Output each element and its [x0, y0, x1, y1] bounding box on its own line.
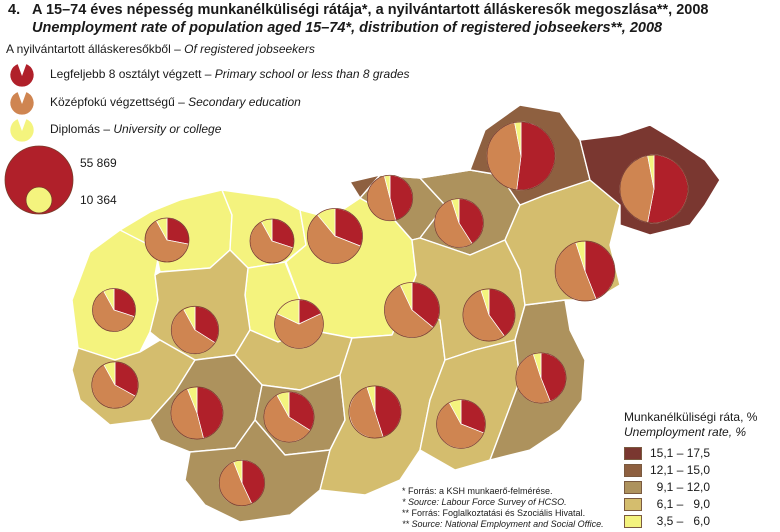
rate-swatch-5 [624, 514, 642, 528]
legend-item-university: Diplomás – University or college [50, 122, 221, 136]
rate-class-1: 15,1 – 17,5 [624, 446, 740, 460]
chart-title: 4. A 15–74 éves népesség munkanélküliségi… [8, 2, 709, 18]
rate-class-2: 12,1 – 15,0 [624, 463, 740, 477]
legend-swatch-primary [9, 63, 35, 88]
pie-pest [307, 208, 363, 264]
pie-outline-veszprem [170, 305, 220, 355]
pie-baranya [348, 385, 402, 439]
figure-number: 4. [8, 2, 21, 18]
pie-legend-heading-en: Of registered jobseekers [184, 42, 315, 56]
rate-swatch-4 [624, 497, 642, 511]
pie-budapest [274, 299, 324, 349]
pie-outline-budapest [274, 299, 324, 349]
pie-csongrad [436, 399, 486, 449]
pie-layer [91, 121, 689, 507]
pie-szabolcs [619, 154, 689, 224]
pie-somogy [170, 386, 224, 440]
pie-outline-jasz [462, 288, 516, 342]
pie-legend-heading: A nyilvántartott álláskeresőkből – Of re… [6, 42, 315, 56]
legend-item-secondary: Középfokú végzettségű – Secondary educat… [50, 95, 301, 109]
legend-item-primary: Legfeljebb 8 osztályt végzett – Primary … [50, 67, 410, 81]
rate-legend-title: Munkanélküliségi ráta, % Unemployment rat… [624, 410, 757, 440]
note-4: ** Source: National Employment and Socia… [402, 519, 604, 529]
rate-label-1: 15,1 – 17,5 [650, 446, 711, 460]
rate-swatch-1 [624, 446, 642, 460]
pie-gyor [144, 217, 190, 263]
size-legend-min-circle [25, 186, 53, 214]
pie-outline-borsod [486, 121, 556, 191]
legend-item-university-en: University or college [113, 122, 222, 136]
pie-outline-csongrad [436, 399, 486, 449]
rate-label-3: 9,1 – 12,0 [650, 480, 711, 494]
pie-legend-swatches [4, 63, 74, 215]
note-1: * Forrás: a KSH munkaerő-felmérése. [402, 486, 553, 496]
county-layer [71, 104, 721, 523]
source-notes: * Forrás: a KSH munkaerő-felmérése. * So… [402, 486, 604, 530]
note-2: * Source: Labour Force Survey of HCSO. [402, 497, 567, 507]
pie-fejer [263, 391, 315, 443]
rate-class-4: 6,1 – 9,0 [624, 497, 740, 511]
pie-hajdu [554, 240, 616, 302]
pie-outline-bekes [515, 352, 567, 404]
note-3: ** Forrás: Foglalkoztatási és Szociális … [402, 508, 586, 518]
pie-outline-nograd [366, 174, 414, 222]
legend-item-secondary-hu: Középfokú végzettségű – [50, 95, 189, 109]
pie-borsod [486, 121, 556, 191]
legend-swatch-university-fill [9, 118, 35, 143]
pie-outline-hajdu [554, 240, 616, 302]
pie-outline-szabolcs [619, 154, 689, 224]
pie-vas [92, 288, 136, 332]
size-legend-max-circle [4, 145, 74, 215]
pie-outline-pest [307, 208, 363, 264]
pie-nograd [366, 174, 414, 222]
size-legend-min-label: 10 364 [80, 193, 117, 207]
rate-swatch-2 [624, 463, 642, 477]
legend-item-primary-hu: Legfeljebb 8 osztályt végzett – [50, 67, 215, 81]
rate-class-5: 3,5 – 6,0 [624, 514, 740, 528]
legend-swatch-secondary [9, 91, 35, 116]
pie-outline-bacs [384, 282, 440, 338]
pie-outline-tolna [218, 459, 266, 507]
legend-item-primary-en: Primary school or less than 8 grades [214, 67, 410, 81]
legend-swatch-secondary-fill [9, 91, 35, 116]
pie-outline-vas [92, 288, 136, 332]
pie-outline-zala [91, 361, 139, 409]
rate-class-3: 9,1 – 12,0 [624, 480, 740, 494]
pie-zala [91, 361, 139, 409]
pie-heves [434, 198, 484, 248]
pie-bacs [384, 282, 440, 338]
rate-label-5: 3,5 – 6,0 [650, 514, 711, 528]
rate-label-2: 12,1 – 15,0 [650, 463, 711, 477]
pie-bekes [515, 352, 567, 404]
rate-swatch-3 [624, 480, 642, 494]
legend-item-university-hu: Diplomás – [50, 122, 114, 136]
legend-item-secondary-en: Secondary education [188, 95, 301, 109]
pie-outline-gyor [144, 217, 190, 263]
rate-legend-title-en: Unemployment rate, % [624, 425, 747, 439]
pie-outline-baranya [348, 385, 402, 439]
pie-veszprem [170, 305, 220, 355]
pie-legend-heading-hu: A nyilvántartott álláskeresőkből – [6, 42, 185, 56]
pie-outline-komarom [249, 218, 295, 264]
title-hungarian: A 15–74 éves népesség munkanélküliségi r… [32, 2, 709, 18]
pie-jasz [462, 288, 516, 342]
rate-legend-title-hu: Munkanélküliségi ráta, % [624, 410, 758, 424]
legend-swatch-university [9, 118, 35, 143]
pie-outline-heves [434, 198, 484, 248]
pie-komarom [249, 218, 295, 264]
rate-label-4: 6,1 – 9,0 [650, 497, 711, 511]
pie-outline-fejer [263, 391, 315, 443]
title-english: Unemployment rate of population aged 15–… [32, 20, 663, 36]
pie-outline-somogy [170, 386, 224, 440]
pie-tolna [218, 459, 266, 507]
size-legend-max-label: 55 869 [80, 156, 117, 170]
legend-swatch-primary-fill [9, 63, 35, 88]
